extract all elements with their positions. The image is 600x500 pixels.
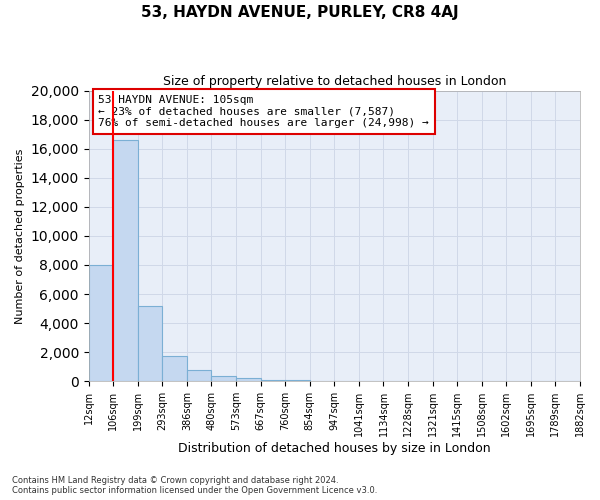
Bar <box>285 380 310 381</box>
Bar <box>89 265 113 381</box>
X-axis label: Distribution of detached houses by size in London: Distribution of detached houses by size … <box>178 442 491 455</box>
Title: Size of property relative to detached houses in London: Size of property relative to detached ho… <box>163 75 506 88</box>
Bar <box>187 370 211 381</box>
Text: Contains HM Land Registry data © Crown copyright and database right 2024.
Contai: Contains HM Land Registry data © Crown c… <box>12 476 377 495</box>
Bar <box>113 140 138 381</box>
Bar <box>260 380 285 381</box>
Bar <box>211 376 236 381</box>
Bar <box>163 356 187 381</box>
Bar <box>138 306 163 381</box>
Y-axis label: Number of detached properties: Number of detached properties <box>15 148 25 324</box>
Text: 53 HAYDN AVENUE: 105sqm
← 23% of detached houses are smaller (7,587)
76% of semi: 53 HAYDN AVENUE: 105sqm ← 23% of detache… <box>98 95 429 128</box>
Bar <box>236 378 260 381</box>
Text: 53, HAYDN AVENUE, PURLEY, CR8 4AJ: 53, HAYDN AVENUE, PURLEY, CR8 4AJ <box>141 5 459 20</box>
